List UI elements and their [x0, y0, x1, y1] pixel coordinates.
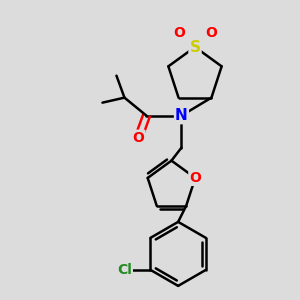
Text: O: O	[205, 26, 217, 40]
Text: N: N	[175, 108, 188, 123]
Text: O: O	[189, 171, 201, 185]
Text: Cl: Cl	[117, 263, 132, 277]
Text: S: S	[190, 40, 200, 55]
Text: O: O	[173, 26, 185, 40]
Text: O: O	[133, 131, 144, 145]
